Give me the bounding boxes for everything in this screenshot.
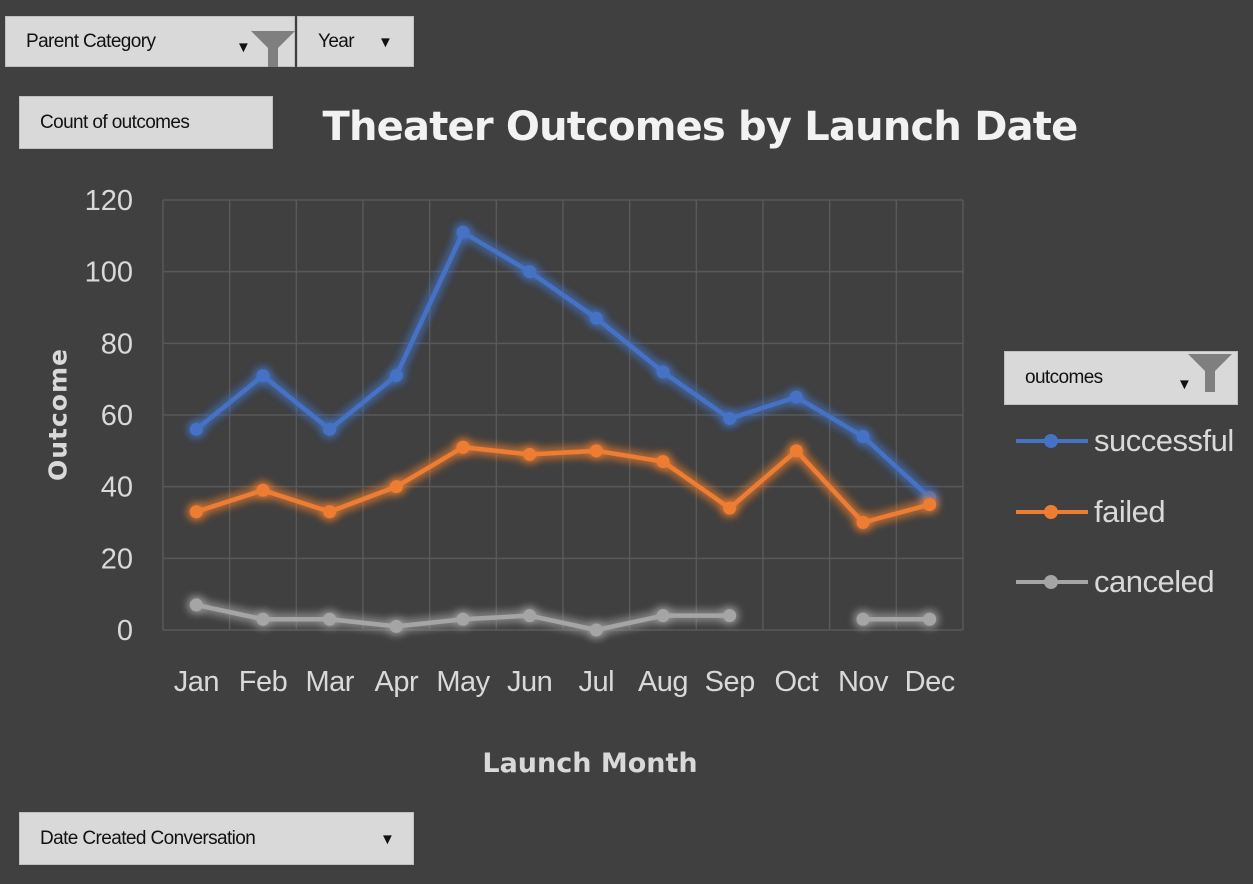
legend-item-failed[interactable]: failed bbox=[1016, 492, 1166, 532]
x-tick-label: Dec bbox=[905, 666, 955, 698]
data-point-failed-aug bbox=[656, 455, 670, 469]
legend-item-canceled[interactable]: canceled bbox=[1016, 562, 1215, 602]
x-tick-label: Apr bbox=[375, 666, 419, 698]
data-point-successful-may bbox=[456, 225, 470, 239]
data-point-successful-mar bbox=[323, 422, 337, 436]
outcomes-label: outcomes bbox=[1025, 367, 1103, 388]
x-tick-label: Sep bbox=[705, 666, 755, 698]
year-filter-button[interactable]: Year ▼ bbox=[297, 16, 414, 67]
parent-category-filter-button[interactable]: Parent Category ▼ bbox=[5, 16, 295, 67]
x-tick-label: Jan bbox=[174, 666, 219, 698]
data-point-failed-feb bbox=[256, 483, 270, 497]
data-point-failed-apr bbox=[389, 480, 403, 494]
data-point-failed-jun bbox=[523, 447, 537, 461]
data-point-failed-mar bbox=[323, 505, 337, 519]
y-tick-label: 0 bbox=[117, 615, 133, 647]
data-point-failed-sep bbox=[723, 501, 737, 515]
series-line-successful bbox=[194, 230, 932, 500]
filter-icon-stem bbox=[1205, 364, 1215, 392]
data-point-successful-jan bbox=[189, 422, 203, 436]
chevron-down-icon: ▼ bbox=[236, 39, 251, 56]
y-axis-title: Outcome bbox=[43, 348, 73, 482]
legend-label-successful: successful bbox=[1094, 423, 1234, 458]
data-point-canceled-mar bbox=[323, 612, 337, 626]
year-label: Year bbox=[318, 30, 355, 52]
legend-label-failed: failed bbox=[1094, 494, 1166, 529]
data-point-failed-oct bbox=[789, 444, 803, 458]
chevron-down-icon: ▼ bbox=[1177, 376, 1192, 393]
chevron-down-icon: ▼ bbox=[380, 831, 395, 848]
y-tick-label: 60 bbox=[101, 400, 133, 432]
data-point-canceled-may bbox=[456, 612, 470, 626]
x-axis-title: Launch Month bbox=[482, 748, 698, 779]
data-point-failed-dec bbox=[923, 498, 937, 512]
y-tick-label: 20 bbox=[101, 543, 133, 575]
x-tick-label: Jun bbox=[507, 666, 552, 698]
legend-line-failed bbox=[1016, 505, 1088, 519]
series-successful bbox=[189, 225, 937, 504]
data-point-successful-jul bbox=[589, 311, 603, 325]
data-point-successful-aug bbox=[656, 365, 670, 379]
data-point-successful-jun bbox=[523, 265, 537, 279]
y-tick-label: 100 bbox=[85, 257, 133, 289]
data-point-canceled-jul bbox=[589, 623, 603, 637]
data-point-canceled-jan bbox=[189, 598, 203, 612]
data-point-successful-sep bbox=[723, 412, 737, 426]
data-point-successful-oct bbox=[789, 390, 803, 404]
x-tick-label: May bbox=[436, 666, 490, 698]
date-created-conversation-label: Date Created Conversation bbox=[40, 827, 256, 849]
data-point-successful-feb bbox=[256, 369, 270, 383]
x-tick-label: Nov bbox=[838, 666, 889, 698]
data-point-canceled-feb bbox=[256, 612, 270, 626]
x-tick-label: Aug bbox=[638, 666, 688, 698]
x-tick-label: Oct bbox=[775, 666, 819, 698]
data-point-failed-jan bbox=[189, 505, 203, 519]
data-point-canceled-aug bbox=[656, 609, 670, 623]
data-point-canceled-dec bbox=[923, 612, 937, 626]
data-point-failed-nov bbox=[856, 516, 870, 529]
legend-marker-canceled bbox=[1044, 575, 1058, 589]
outcomes-legend-filter-button[interactable]: outcomes ▼ bbox=[1004, 351, 1238, 405]
filter-icon-stem bbox=[268, 39, 278, 67]
count-of-outcomes-field-button[interactable]: Count of outcomes bbox=[19, 96, 273, 149]
y-tick-label: 80 bbox=[101, 328, 133, 360]
y-tick-label: 40 bbox=[101, 472, 133, 504]
count-of-outcomes-label: Count of outcomes bbox=[40, 111, 190, 133]
data-point-successful-nov bbox=[856, 430, 870, 443]
series-line-failed bbox=[195, 445, 931, 525]
data-point-canceled-apr bbox=[389, 619, 403, 633]
legend-marker-failed bbox=[1044, 505, 1058, 519]
legend-marker-successful bbox=[1044, 434, 1058, 448]
data-point-canceled-nov bbox=[856, 612, 870, 626]
data-point-successful-apr bbox=[389, 369, 403, 383]
legend-item-successful[interactable]: successful bbox=[1016, 421, 1234, 461]
parent-category-label: Parent Category bbox=[26, 30, 156, 52]
y-tick-label: 120 bbox=[85, 185, 133, 217]
x-tick-label: Mar bbox=[305, 666, 354, 698]
chart-title: Theater Outcomes by Launch Date bbox=[322, 104, 1079, 150]
date-created-conversation-field-button[interactable]: Date Created Conversation ▼ bbox=[19, 812, 414, 865]
legend-line-canceled bbox=[1016, 575, 1088, 589]
series-canceled bbox=[189, 598, 937, 637]
data-point-failed-may bbox=[456, 440, 470, 454]
chevron-down-icon: ▼ bbox=[378, 34, 393, 51]
data-point-canceled-jun bbox=[523, 609, 537, 623]
data-point-canceled-sep bbox=[723, 609, 737, 623]
x-tick-label: Feb bbox=[239, 666, 287, 698]
data-point-failed-jul bbox=[589, 444, 603, 458]
legend-label-canceled: canceled bbox=[1094, 564, 1215, 599]
series-failed bbox=[189, 440, 937, 529]
x-tick-label: Jul bbox=[579, 666, 615, 698]
legend-line-successful bbox=[1016, 434, 1088, 448]
